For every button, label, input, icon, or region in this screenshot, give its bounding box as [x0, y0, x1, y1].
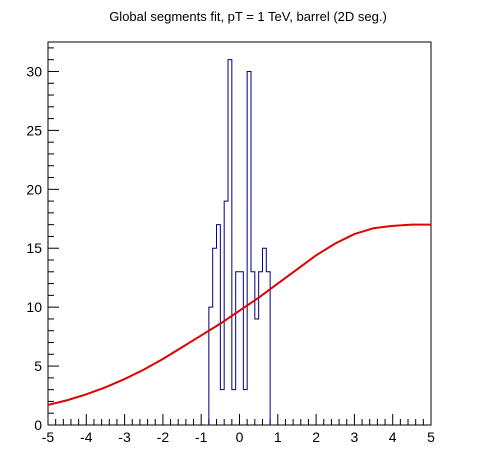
x-tick-label: 0 [236, 429, 244, 445]
x-tick-label: -2 [157, 429, 170, 445]
y-tick-label: 0 [34, 417, 42, 433]
x-tick-label: 1 [274, 429, 282, 445]
x-tick-label: 2 [312, 429, 320, 445]
y-tick-label: 5 [34, 358, 42, 374]
plot-frame [47, 41, 432, 426]
y-tick-label: 10 [26, 299, 42, 315]
x-tick-label: 5 [427, 429, 435, 445]
x-tick-label: 3 [351, 429, 359, 445]
x-tick-label: -4 [80, 429, 93, 445]
x-tick-label: -5 [42, 429, 55, 445]
x-tick-label: 4 [389, 429, 397, 445]
axis-tick-labels: -5 -4 -3 -2 -1 0 1 2 3 4 5 0 5 10 15 20 25 30 [26, 63, 435, 445]
fit-curve [47, 223, 431, 406]
y-tick-label: 15 [26, 240, 42, 256]
y-tick-label: 30 [26, 63, 42, 79]
histogram-series [205, 59, 274, 426]
x-tick-label: -1 [195, 429, 208, 445]
chart-title: Global segments fit, pT = 1 TeV, barrel … [109, 9, 387, 24]
y-tick-label: 25 [26, 122, 42, 138]
axis-ticks [47, 47, 432, 426]
y-tick-label: 20 [26, 181, 42, 197]
x-tick-label: -3 [118, 429, 131, 445]
